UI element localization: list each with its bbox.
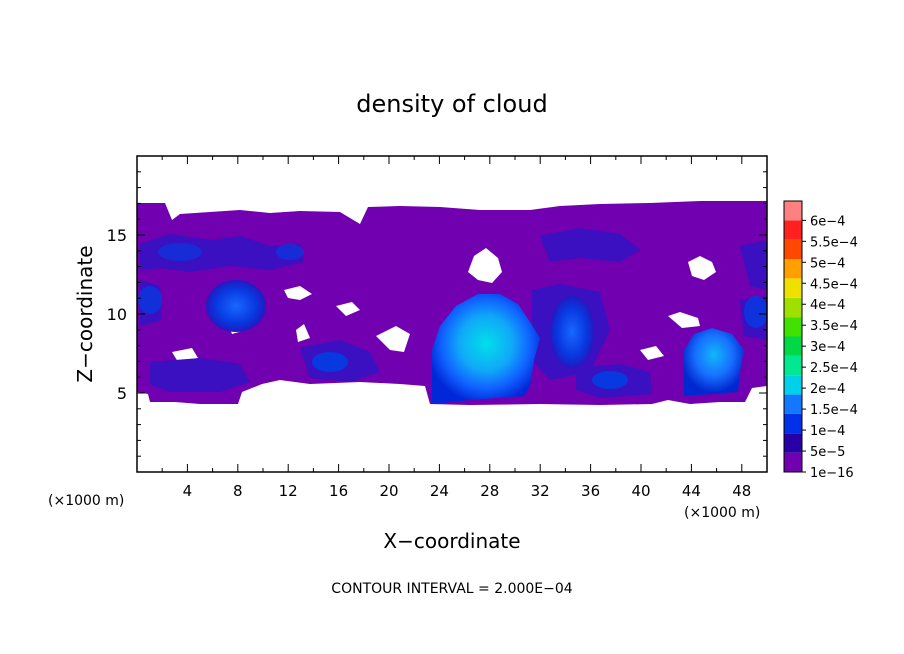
x-tick-label: 36 [581,482,600,500]
colorbar-label: 6e−4 [810,214,845,229]
y-tick-label: 5 [117,384,127,403]
colorbar-swatch [784,297,802,318]
x-tick-label: 20 [379,482,398,500]
colorbar-swatch [784,201,802,221]
colorbar-swatch [784,355,802,376]
colorbar-label: 1e−16 [810,466,854,481]
y-tick-label: 15 [107,226,127,245]
x-tick-label: 44 [682,482,701,500]
x-tick-label: 12 [279,482,298,500]
colorbar-swatch [784,433,802,453]
colorbar-swatch [784,239,802,260]
colorbar: 1e−16 5e−5 1e−4 1.5e−4 2e−4 2.5e−4 3e−4 3.5e−4 4… [783,200,858,481]
x-tick-label: 28 [480,482,499,500]
colorbar-label: 5e−4 [810,256,845,271]
colorbar-label: 4e−4 [810,298,845,313]
x-axis-title: X−coordinate [383,529,520,553]
colorbar-label: 5e−5 [810,445,845,460]
colorbar-label: 1.5e−4 [810,403,858,418]
colorbar-swatch [784,317,802,337]
x-tick-label: 8 [233,482,243,500]
colorbar-swatch [784,394,802,414]
x-tick-label: 48 [732,482,751,500]
x-tick-label: 40 [631,482,650,500]
x-tick-label: 32 [531,482,550,500]
colorbar-frame [783,200,803,473]
cloud-blob-mid [550,296,594,368]
colorbar-swatch [784,220,802,240]
x-tick-label: 24 [430,482,449,500]
cloud-blob-right [684,328,744,396]
x-unit-right: (×1000 m) [684,505,760,521]
colorbar-label: 2e−4 [810,382,845,397]
x-unit-left: (×1000 m) [48,493,124,509]
colorbar-label: 3e−4 [810,340,845,355]
plot-area [137,156,767,472]
y-axis-title: Z−coordinate [73,245,97,382]
colorbar-swatch [784,259,802,279]
colorbar-label: 3.5e−4 [810,319,858,334]
colorbar-swatch [784,375,802,395]
colorbar-label: 1e−4 [810,424,845,439]
colorbar-label: 5.5e−4 [810,235,858,250]
colorbar-swatch [784,413,802,434]
chart-title: density of cloud [356,90,547,118]
x-tick-label: 4 [183,482,193,500]
y-tick-label: 10 [107,305,127,324]
colorbar-swatch [784,452,802,472]
colorbar-label: 2.5e−4 [810,361,858,376]
x-tick-label: 16 [329,482,348,500]
contour-interval-note: CONTOUR INTERVAL = 2.000E−04 [331,581,572,597]
colorbar-swatch [784,278,802,298]
y-axis-ticks: 5 10 15 [107,171,767,457]
colorbar-label: 4.5e−4 [810,277,858,292]
colorbar-swatch [784,336,802,356]
cloud-blob-core [432,294,540,404]
cloud-blob-left [206,280,266,332]
x-axis-ticks: 4 8 12 16 20 24 28 32 36 40 44 48 [161,156,751,500]
